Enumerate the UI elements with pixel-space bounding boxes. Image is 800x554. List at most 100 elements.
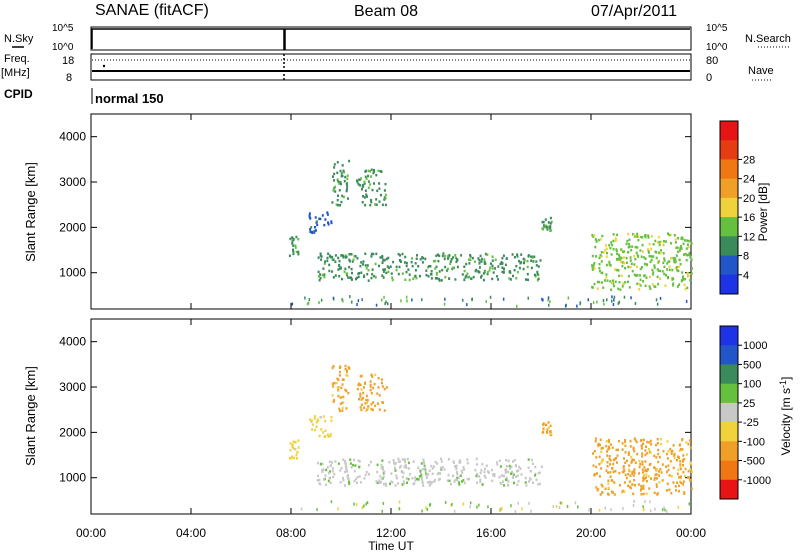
velocity-near-range-cell bbox=[356, 503, 358, 507]
velocity-echo-cell bbox=[428, 484, 431, 487]
x-tick-label-1: 04:00 bbox=[176, 526, 206, 540]
velocity-echo-cell bbox=[678, 476, 680, 479]
velocity-echo-cell bbox=[420, 476, 423, 480]
velocity-echo-cell bbox=[649, 439, 652, 443]
power-echo-cell bbox=[492, 271, 495, 274]
velocity-echo-cell bbox=[655, 443, 657, 447]
power-echo-cell bbox=[522, 267, 525, 271]
power-echo-cell bbox=[427, 275, 430, 278]
velocity-echo-cell bbox=[547, 421, 550, 424]
power-echo-cell bbox=[686, 286, 689, 290]
power-echo-cell bbox=[605, 276, 608, 279]
power-echo-cell bbox=[671, 268, 674, 272]
power-echo-cell bbox=[333, 186, 336, 190]
power-echo-cell bbox=[598, 267, 601, 270]
velocity-echo-cell bbox=[491, 473, 494, 477]
velocity-echo-cell bbox=[531, 462, 534, 465]
velocity-echo-cell bbox=[414, 479, 417, 482]
power-echo-cell bbox=[407, 268, 410, 271]
velocity-echo-cell bbox=[421, 477, 423, 481]
velocity-echo-cell bbox=[666, 482, 669, 485]
power-echo-cell bbox=[289, 237, 292, 241]
velocity-echo-cell bbox=[437, 478, 440, 481]
velocity-echo-cell bbox=[632, 448, 635, 451]
power-echo-cell bbox=[443, 257, 446, 261]
power-echo-cell bbox=[678, 249, 681, 252]
velocity-echo-cell bbox=[498, 459, 501, 462]
velocity-echo-cell bbox=[644, 449, 647, 452]
power-echo-cell bbox=[397, 272, 400, 276]
velocity-near-range-cell bbox=[462, 502, 465, 506]
power-near-range-cell bbox=[685, 299, 688, 303]
power-echo-cell bbox=[375, 203, 378, 206]
power-echo-cell bbox=[328, 263, 331, 267]
power-echo-cell bbox=[336, 171, 339, 175]
velocity-echo-cell bbox=[658, 481, 661, 484]
power-echo-cell bbox=[616, 252, 619, 256]
power-echo-cell bbox=[347, 197, 349, 200]
power-echo-cell bbox=[367, 186, 370, 189]
velocity-echo-cell bbox=[650, 477, 652, 480]
power-echo-cell bbox=[401, 272, 404, 275]
velocity-echo-cell bbox=[319, 482, 322, 486]
velocity-echo-cell bbox=[360, 408, 363, 412]
power-echo-cell bbox=[469, 258, 472, 261]
power-echo-cell bbox=[384, 197, 387, 200]
power-echo-cell bbox=[668, 268, 671, 272]
power-echo-cell bbox=[491, 267, 494, 270]
power-echo-cell bbox=[375, 252, 378, 256]
velocity-colorbar-tick-label-2: 100 bbox=[743, 379, 761, 391]
power-echo-cell bbox=[381, 203, 384, 207]
velocity-echo-cell bbox=[378, 479, 381, 482]
power-near-range-cell bbox=[342, 299, 344, 303]
power-echo-cell bbox=[480, 274, 483, 278]
velocity-echo-cell bbox=[629, 474, 632, 478]
velocity-echo-cell bbox=[681, 458, 684, 462]
velocity-echo-cell bbox=[594, 440, 597, 443]
velocity-echo-cell bbox=[640, 487, 643, 491]
power-echo-cell bbox=[479, 254, 482, 258]
power-echo-cell bbox=[371, 268, 374, 271]
velocity-echo-cell bbox=[655, 485, 658, 488]
power-near-range-cell bbox=[611, 295, 613, 299]
velocity-echo-cell bbox=[430, 464, 433, 468]
velocity-echo-cell bbox=[673, 456, 676, 460]
power-echo-cell bbox=[623, 261, 626, 265]
power-echo-cell bbox=[610, 288, 613, 291]
velocity-echo-cell bbox=[433, 478, 436, 482]
power-echo-cell bbox=[314, 226, 316, 229]
velocity-near-range-cell bbox=[453, 509, 456, 513]
power-echo-cell bbox=[387, 266, 390, 270]
velocity-near-range-cell bbox=[501, 506, 503, 510]
velocity-colorbar-tick-label-0: 1000 bbox=[743, 340, 767, 352]
power-echo-cell bbox=[323, 273, 326, 276]
power-echo-cell bbox=[456, 265, 459, 269]
power-echo-cell bbox=[447, 257, 449, 260]
velocity-echo-cell bbox=[372, 401, 375, 404]
velocity-echo-cell bbox=[403, 482, 406, 485]
power-echo-cell bbox=[591, 264, 593, 267]
nsky-strip-frame bbox=[90, 26, 692, 51]
power-echo-cell bbox=[672, 282, 675, 285]
velocity-echo-cell bbox=[624, 440, 627, 444]
power-echo-cell bbox=[614, 237, 617, 240]
velocity-echo-cell bbox=[463, 468, 465, 471]
velocity-echo-cell bbox=[324, 419, 327, 423]
power-echo-cell bbox=[350, 267, 353, 271]
velocity-echo-cell bbox=[397, 460, 400, 463]
velocity-echo-cell bbox=[534, 465, 537, 469]
power-echo-cell bbox=[623, 250, 626, 253]
velocity-echo-cell bbox=[373, 382, 376, 386]
velocity-colorbar-frame bbox=[719, 325, 739, 500]
power-echo-cell bbox=[633, 273, 636, 276]
velocity-echo-cell bbox=[542, 423, 544, 426]
velocity-echo-cell bbox=[640, 489, 642, 492]
velocity-echo-cell bbox=[406, 457, 409, 461]
power-echo-cell bbox=[348, 265, 351, 269]
velocity-echo-cell bbox=[381, 385, 384, 388]
power-echo-cell bbox=[411, 257, 413, 260]
velocity-echo-cell bbox=[656, 438, 659, 441]
power-echo-cell bbox=[608, 260, 611, 264]
power-echo-cell bbox=[391, 278, 394, 282]
